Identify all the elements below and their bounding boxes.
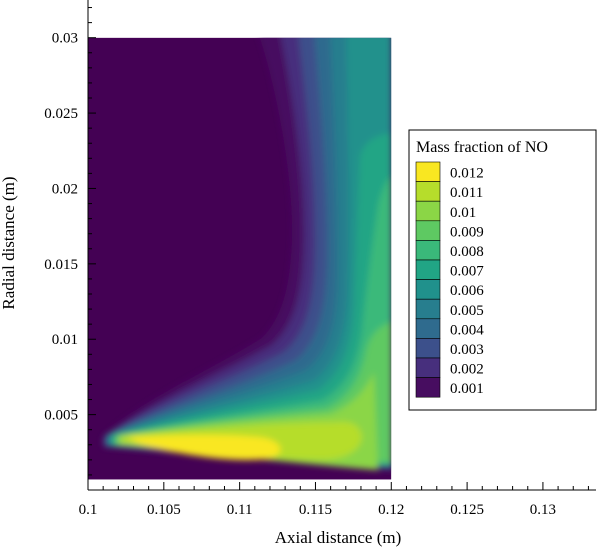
legend-label: 0.01 <box>450 205 476 221</box>
x-tick-label: 0.11 <box>227 502 253 518</box>
legend-label: 0.009 <box>450 224 484 240</box>
x-tick-label: 0.105 <box>147 502 181 518</box>
y-ticks: 0.005 0.01 0.015 0.02 0.025 0.03 <box>44 7 96 476</box>
legend-label: 0.001 <box>450 381 484 397</box>
legend-swatch <box>415 240 441 261</box>
legend-swatch <box>415 259 441 280</box>
y-tick-label: 0.03 <box>52 31 78 47</box>
legend-label: 0.002 <box>450 362 484 378</box>
legend-label: 0.005 <box>450 303 484 319</box>
legend-swatch <box>415 279 441 300</box>
legend-label: 0.008 <box>450 244 484 260</box>
x-tick-label: 0.1 <box>79 502 98 518</box>
legend-label: 0.003 <box>450 342 484 358</box>
legend: Mass fraction of NO 0.0120.0110.010.0090… <box>408 129 597 411</box>
legend-title: Mass fraction of NO <box>416 139 548 156</box>
y-tick-label: 0.01 <box>52 332 78 348</box>
contour-field <box>88 37 392 480</box>
legend-swatch <box>415 298 441 320</box>
legend-swatch <box>415 161 441 182</box>
axes: 0.1 0.105 0.11 0.115 0.12 0.125 0.13 0.0050.01… <box>44 0 596 518</box>
contour-band-1 <box>128 434 281 460</box>
y-tick-label: 0.02 <box>52 181 78 197</box>
legend-swatch <box>415 181 441 202</box>
legend-label: 0.006 <box>450 283 484 299</box>
y-axis-title: Radial distance (m) <box>0 176 18 309</box>
legend-label: 0.011 <box>450 185 483 201</box>
y-tick-label: 0.025 <box>44 106 78 122</box>
x-tick-label: 0.125 <box>450 502 484 518</box>
legend-label: 0.007 <box>450 264 484 280</box>
legend-label: 0.004 <box>450 322 484 338</box>
legend-swatch <box>415 318 441 339</box>
plot-area <box>88 37 392 480</box>
x-axis-title: Axial distance (m) <box>275 528 402 547</box>
legend-swatch <box>415 357 441 378</box>
legend-swatch <box>415 200 441 222</box>
x-tick-label: 0.115 <box>299 502 332 518</box>
x-tick-label: 0.13 <box>530 502 556 518</box>
x-ticks: 0.1 0.105 0.11 0.115 0.12 0.125 0.13 <box>79 482 589 518</box>
legend-swatch <box>415 377 441 398</box>
legend-label: 0.012 <box>450 166 484 182</box>
contour-bands <box>103 37 392 470</box>
legend-items: 0.012 0.011 0.01 0.009 0.008 0.007 0.006 0.005 0… <box>415 161 484 398</box>
y-tick-label: 0.015 <box>44 257 78 273</box>
y-tick-label: 0.005 <box>44 408 78 424</box>
legend-swatch <box>415 338 441 359</box>
x-tick-label: 0.12 <box>378 502 404 518</box>
contour-band-8 <box>108 37 392 467</box>
legend-swatch <box>415 220 441 241</box>
